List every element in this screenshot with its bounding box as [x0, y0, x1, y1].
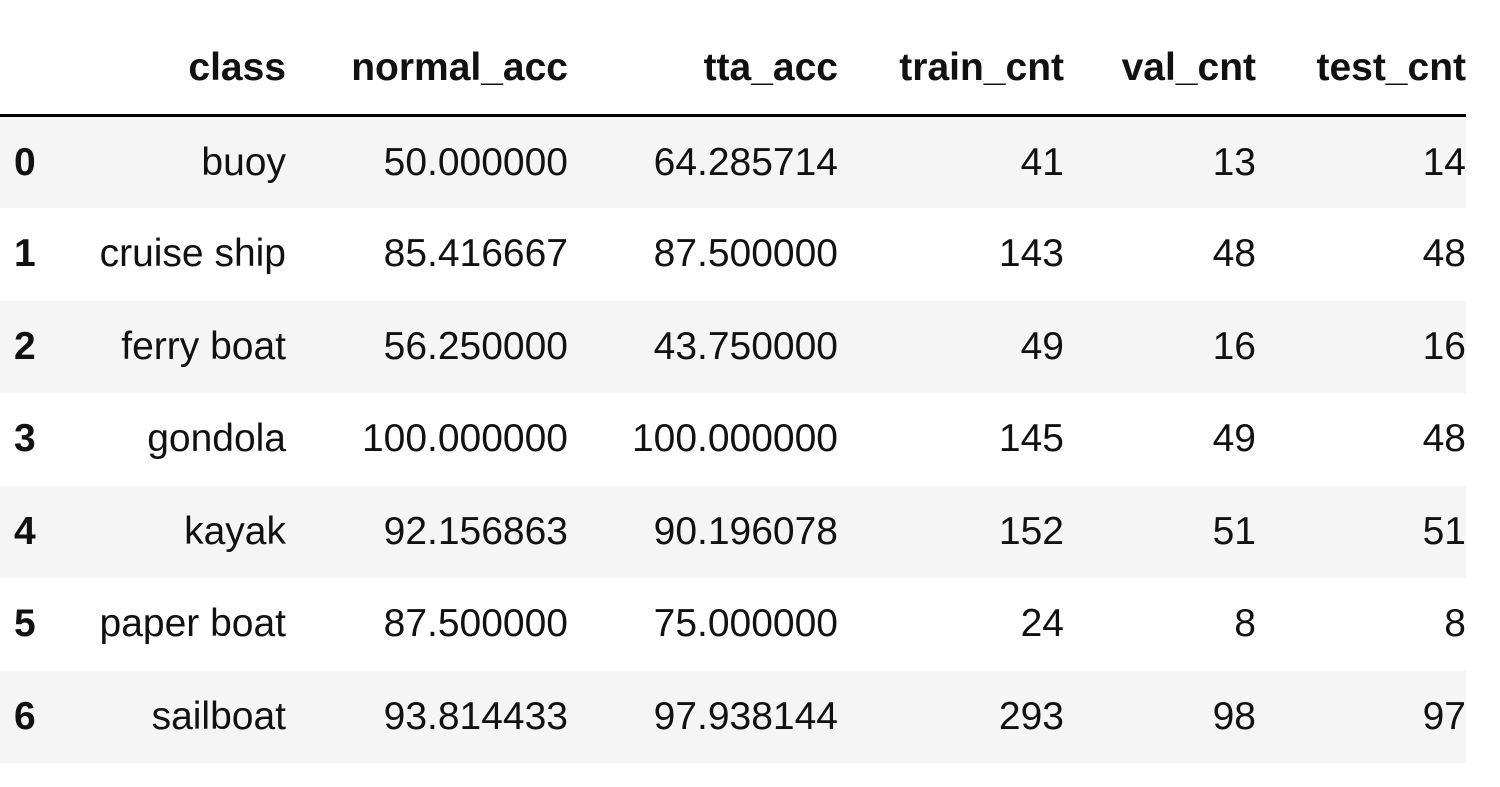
table-row: 4 kayak 92.156863 90.196078 152 51 51: [0, 485, 1466, 578]
cell-test-cnt: 14: [1422, 140, 1466, 184]
cell-class: kayak: [184, 509, 286, 553]
cell-tta-acc: 87.500000: [653, 232, 838, 276]
cell-test-cnt: 48: [1422, 417, 1466, 461]
cell-train-cnt: 143: [998, 232, 1064, 276]
cell-val-cnt: 98: [1212, 694, 1256, 738]
table-body: 0 buoy 50.000000 64.285714 41 13 14 1 cr…: [0, 115, 1466, 763]
cell-tta-acc: 100.000000: [631, 417, 838, 461]
cell-class: sailboat: [151, 694, 286, 738]
table-row: 3 gondola 100.000000 100.000000 145 49 4…: [0, 393, 1466, 486]
column-header-val-cnt: val_cnt: [1064, 22, 1256, 117]
cell-val-cnt: 16: [1212, 324, 1256, 368]
cell-train-cnt: 24: [1020, 602, 1064, 646]
cell-val-cnt: 13: [1212, 140, 1256, 184]
column-header-tta-acc: tta_acc: [568, 22, 838, 117]
cell-tta-acc: 64.285714: [653, 140, 838, 184]
cell-val-cnt: 49: [1212, 417, 1256, 461]
table-row: 5 paper boat 87.500000 75.000000 24 8 8: [0, 578, 1466, 671]
cell-class: cruise ship: [99, 232, 286, 276]
cell-val-cnt: 48: [1212, 232, 1256, 276]
index-header: [0, 22, 54, 117]
table-row: 2 ferry boat 56.250000 43.750000 49 16 1…: [0, 300, 1466, 393]
cell-test-cnt: 16: [1422, 324, 1466, 368]
row-index: 6: [14, 694, 36, 738]
table-row: 6 sailboat 93.814433 97.938144 293 98 97: [0, 670, 1466, 763]
cell-train-cnt: 293: [998, 694, 1064, 738]
cell-class: gondola: [147, 417, 286, 461]
column-header-train-cnt: train_cnt: [838, 22, 1064, 117]
cell-class: buoy: [201, 140, 286, 184]
cell-train-cnt: 49: [1020, 324, 1064, 368]
cell-train-cnt: 145: [998, 417, 1064, 461]
cell-test-cnt: 8: [1444, 602, 1466, 646]
row-index: 3: [14, 417, 36, 461]
header-row: class normal_acc tta_acc train_cnt val_c…: [0, 22, 1466, 117]
cell-normal-acc: 85.416667: [383, 232, 568, 276]
cell-normal-acc: 87.500000: [383, 602, 568, 646]
cell-normal-acc: 50.000000: [383, 140, 568, 184]
column-header-normal-acc: normal_acc: [286, 22, 568, 117]
column-header-class: class: [54, 22, 286, 117]
cell-train-cnt: 152: [998, 509, 1064, 553]
cell-train-cnt: 41: [1020, 140, 1064, 184]
cell-tta-acc: 75.000000: [653, 602, 838, 646]
column-header-test-cnt: test_cnt: [1256, 22, 1466, 117]
cell-val-cnt: 8: [1234, 602, 1256, 646]
cell-normal-acc: 100.000000: [361, 417, 568, 461]
table-row: 1 cruise ship 85.416667 87.500000 143 48…: [0, 208, 1466, 301]
cell-class: ferry boat: [121, 324, 286, 368]
cell-tta-acc: 43.750000: [653, 324, 838, 368]
cell-tta-acc: 90.196078: [653, 509, 838, 553]
table-row: 0 buoy 50.000000 64.285714 41 13 14: [0, 115, 1466, 208]
cell-normal-acc: 92.156863: [383, 509, 568, 553]
cell-test-cnt: 51: [1422, 509, 1466, 553]
cell-tta-acc: 97.938144: [653, 694, 838, 738]
row-index: 0: [14, 140, 36, 184]
table-header: class normal_acc tta_acc train_cnt val_c…: [0, 22, 1466, 117]
row-index: 4: [14, 509, 36, 553]
cell-test-cnt: 97: [1422, 694, 1466, 738]
cell-val-cnt: 51: [1212, 509, 1256, 553]
row-index: 5: [14, 602, 36, 646]
cell-test-cnt: 48: [1422, 232, 1466, 276]
row-index: 2: [14, 324, 36, 368]
cell-normal-acc: 93.814433: [383, 694, 568, 738]
row-index: 1: [14, 232, 36, 276]
cell-normal-acc: 56.250000: [383, 324, 568, 368]
dataframe-table: class normal_acc tta_acc train_cnt val_c…: [0, 22, 1466, 763]
cell-class: paper boat: [99, 602, 287, 646]
